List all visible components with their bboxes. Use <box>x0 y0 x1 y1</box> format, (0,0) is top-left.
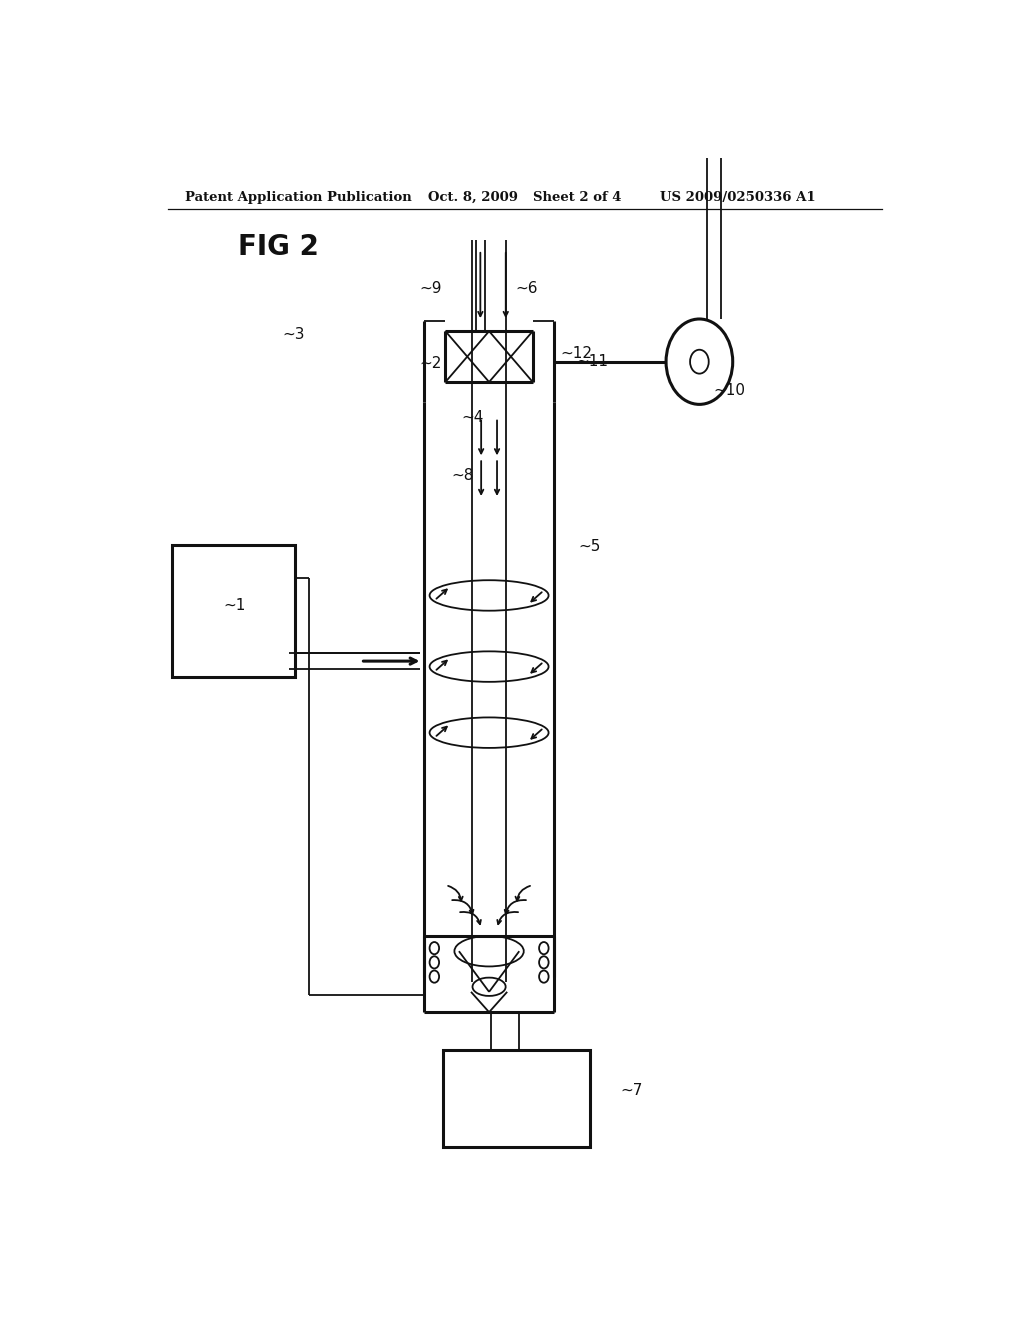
Text: ~7: ~7 <box>620 1082 642 1098</box>
Text: ~10: ~10 <box>713 383 744 397</box>
Text: ~12: ~12 <box>560 346 593 362</box>
Text: Sheet 2 of 4: Sheet 2 of 4 <box>532 190 622 203</box>
Text: ~5: ~5 <box>578 539 600 554</box>
Text: US 2009/0250336 A1: US 2009/0250336 A1 <box>659 190 815 203</box>
Text: ~8: ~8 <box>452 469 474 483</box>
Text: FIG 2: FIG 2 <box>238 232 318 261</box>
Text: ~11: ~11 <box>577 354 608 370</box>
Text: ~1: ~1 <box>223 598 246 612</box>
Bar <box>443 1051 590 1147</box>
Text: ~6: ~6 <box>515 281 538 296</box>
Text: ~2: ~2 <box>419 356 441 371</box>
Text: ~3: ~3 <box>283 327 305 342</box>
Text: ~9: ~9 <box>419 281 441 296</box>
Text: Patent Application Publication: Patent Application Publication <box>185 190 412 203</box>
Text: ~4: ~4 <box>461 411 483 425</box>
Text: Oct. 8, 2009: Oct. 8, 2009 <box>428 190 518 203</box>
Bar <box>172 545 295 677</box>
